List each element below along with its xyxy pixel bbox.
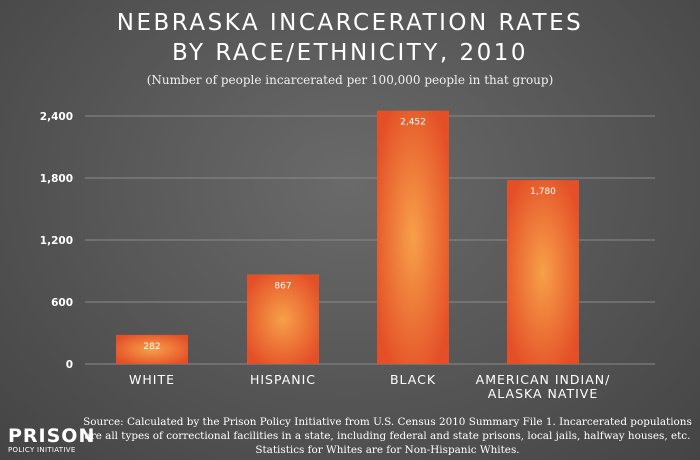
bar-chart: 0 600 1,200 1,800 2,400 282 867 2,452 1,780 WHI… [40, 110, 655, 401]
x-axis-categories: WHITE HISPANIC BLACK AMERICAN INDIAN/ALASKA… [129, 372, 611, 401]
bar-value-label: 1,780 [530, 187, 556, 197]
x-category-label: AMERICAN INDIAN/ [476, 372, 611, 387]
x-category-label: WHITE [129, 372, 175, 387]
x-category-label: HISPANIC [250, 372, 316, 387]
bar [377, 110, 449, 364]
bar [116, 334, 188, 364]
y-tick-label: 0 [66, 359, 73, 371]
x-category-label: ALASKA NATIVE [488, 386, 599, 401]
chart-title-line-1: NEBRASKA INCARCERATION RATES [116, 10, 584, 36]
bar-value-label: 2,452 [400, 118, 426, 128]
source-note: Source: Calculated by the Prison Policy … [80, 415, 695, 457]
x-category-label: BLACK [390, 372, 436, 387]
bars [116, 110, 579, 364]
chart-subtitle: (Number of people incarcerated per 100,0… [146, 73, 554, 87]
y-tick-label: 1,800 [40, 173, 73, 185]
source-line: are all types of correctional facilities… [84, 430, 691, 442]
logo-main-text: PRISON [8, 425, 96, 447]
logo-sub-text: POLICY INITIATIVE [8, 446, 76, 454]
chart-title-line-2: BY RACE/ETHNICITY, 2010 [171, 40, 529, 66]
bar-value-label: 282 [143, 342, 160, 352]
source-line: Source: Calculated by the Prison Policy … [83, 416, 692, 428]
bar [247, 274, 319, 364]
y-tick-label: 2,400 [40, 111, 73, 123]
prison-policy-initiative-logo: PRISON POLICY INITIATIVE [8, 427, 95, 455]
y-tick-label: 600 [51, 297, 73, 309]
bar-value-label: 867 [274, 281, 291, 291]
y-axis-ticks: 0 600 1,200 1,800 2,400 [40, 111, 73, 371]
bar [507, 180, 579, 364]
y-tick-label: 1,200 [40, 235, 73, 247]
source-line: Statistics for Whites are for Non-Hispan… [255, 444, 520, 456]
bar-value-labels: 282 867 2,452 1,780 [143, 118, 556, 352]
